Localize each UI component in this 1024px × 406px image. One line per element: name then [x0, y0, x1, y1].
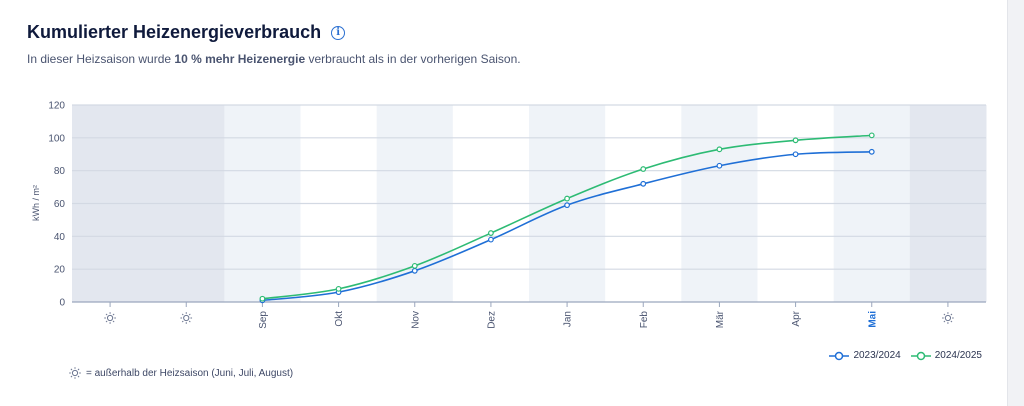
sun-icon: [104, 312, 116, 324]
data-point[interactable]: [564, 202, 570, 209]
legend-label-2024: 2024/2025: [934, 350, 982, 361]
data-point[interactable]: [488, 236, 494, 243]
sun-icon: [69, 367, 81, 379]
x-axis: Sep Okt Nov Dez Jan Feb Mär Apr Mai: [104, 302, 954, 329]
data-point[interactable]: [335, 285, 342, 292]
y-axis-ticks: 0 20 40 60 80 100 120: [48, 101, 65, 309]
season-note: = außerhalb der Heizsaison (Juni, Juli, …: [68, 366, 293, 380]
season-note-text: = außerhalb der Heizsaison (Juni, Juli, …: [86, 367, 294, 379]
legend-label-2023: 2023/2024: [853, 350, 901, 361]
y-tick-label: 80: [54, 166, 66, 177]
chart-header: Kumulierter Heizenergieverbrauch i In di…: [27, 22, 521, 66]
subtitle-pre: In dieser Heizsaison wurde: [27, 52, 175, 66]
legend-marker-2023: [829, 351, 850, 360]
x-tick-label: Dez: [486, 311, 497, 329]
y-tick-label: 20: [54, 265, 66, 276]
x-tick-label: Nov: [410, 311, 421, 329]
sun-icon: [942, 312, 954, 324]
y-tick-label: 0: [59, 298, 65, 309]
subtitle-post: verbraucht als in der vorherigen Saison.: [305, 52, 521, 66]
data-point[interactable]: [868, 132, 875, 139]
data-point[interactable]: [411, 262, 418, 269]
data-point[interactable]: [792, 137, 799, 144]
legend: 2023/2024 2024/2025: [819, 350, 982, 361]
data-point[interactable]: [564, 195, 570, 202]
x-tick-label: Mai: [867, 311, 878, 328]
data-point[interactable]: [716, 162, 723, 169]
data-point[interactable]: [640, 180, 647, 187]
page-subtitle: In dieser Heizsaison wurde 10 % mehr Hei…: [27, 52, 521, 66]
y-tick-label: 60: [54, 199, 66, 210]
y-tick-label: 40: [54, 232, 66, 243]
data-point[interactable]: [488, 230, 494, 236]
legend-item-2024[interactable]: 2024/2025: [910, 350, 982, 361]
series-lines: [259, 132, 875, 304]
page-title: Kumulierter Heizenergieverbrauch: [27, 22, 322, 42]
x-tick-label: Mär: [715, 310, 726, 328]
y-axis-label: kWh / m²: [31, 185, 41, 221]
info-icon[interactable]: i: [331, 25, 346, 40]
y-tick-label: 120: [48, 101, 65, 112]
x-tick-label: Jan: [563, 311, 574, 327]
legend-marker-2024: [910, 351, 931, 360]
data-point[interactable]: [716, 146, 723, 153]
x-tick-label: Apr: [791, 310, 802, 326]
legend-item-2023[interactable]: 2023/2024: [829, 350, 901, 361]
data-point[interactable]: [411, 267, 418, 274]
sun-icon: [180, 312, 193, 324]
x-tick-label: Feb: [639, 311, 650, 329]
right-panel-edge: [1007, 0, 1024, 406]
data-point[interactable]: [868, 148, 875, 155]
data-point[interactable]: [640, 166, 647, 172]
subtitle-bold: 10 % mehr Heizenergie: [174, 52, 306, 66]
data-point[interactable]: [259, 295, 266, 302]
x-tick-label: Okt: [334, 311, 345, 327]
title-row: Kumulierter Heizenergieverbrauch i: [27, 22, 521, 43]
x-tick-label: Sep: [258, 311, 269, 329]
data-point[interactable]: [792, 151, 799, 158]
y-tick-label: 100: [48, 133, 65, 144]
